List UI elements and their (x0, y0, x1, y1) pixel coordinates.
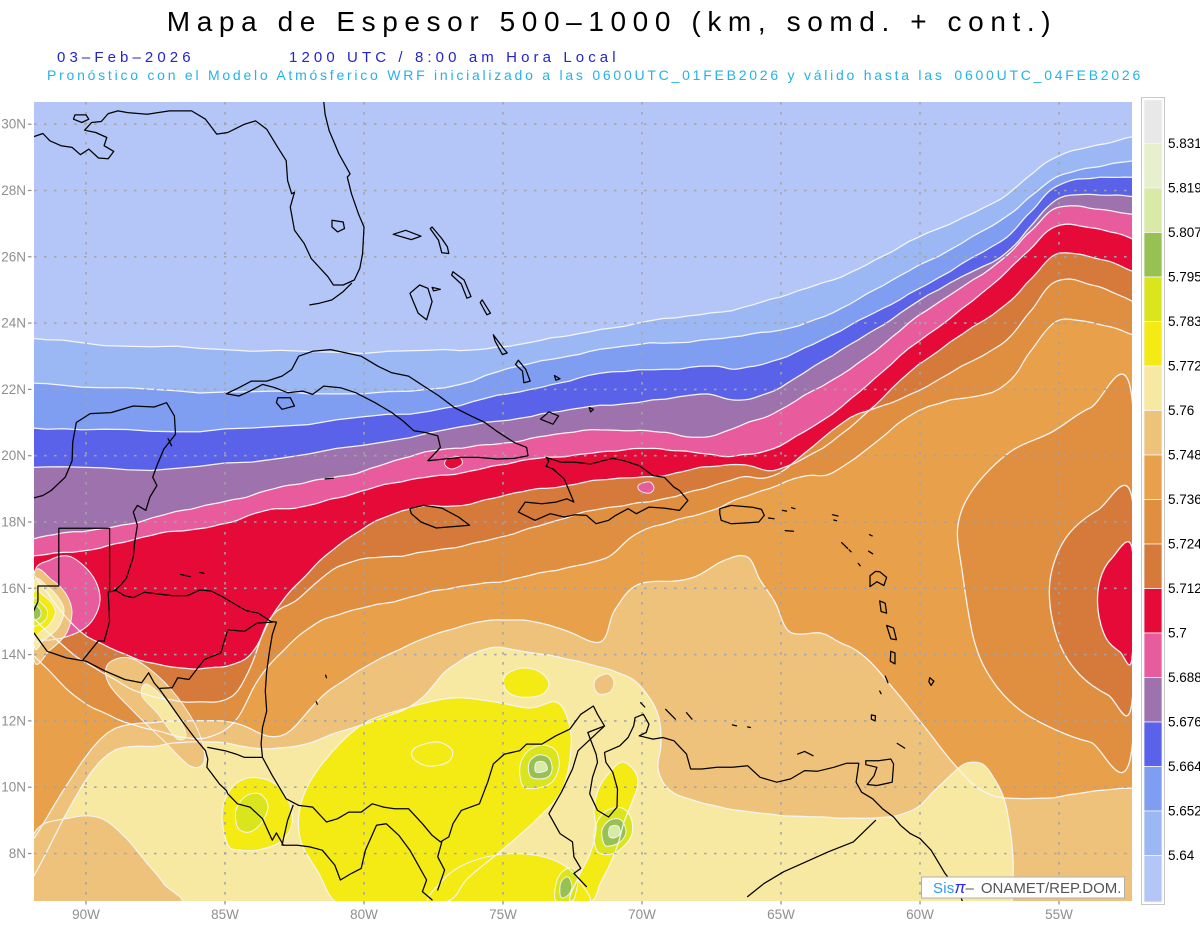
svg-text:Mapa de Espesor 500–1000 (km,: Mapa de Espesor 500–1000 (km, somd. + co… (167, 6, 1057, 37)
svg-text:0600UTC_04FEB2026: 0600UTC_04FEB2026 (954, 67, 1143, 83)
svg-text:8N: 8N (9, 846, 26, 861)
svg-text:5.664: 5.664 (1168, 759, 1200, 774)
svg-text:70W: 70W (628, 907, 656, 922)
svg-text:22N: 22N (1, 382, 26, 397)
svg-text:Pronóstico con el Modelo Atmós: Pronóstico con el Modelo Atmósferico WRF… (47, 67, 945, 83)
svg-text:18N: 18N (1, 515, 26, 530)
svg-text:5.724: 5.724 (1168, 537, 1200, 552)
svg-text:80W: 80W (350, 907, 378, 922)
svg-text:5.795: 5.795 (1168, 270, 1200, 285)
svg-text:5.676: 5.676 (1168, 715, 1200, 730)
svg-text:14N: 14N (1, 647, 26, 662)
svg-text:85W: 85W (211, 907, 239, 922)
svg-text:5.807: 5.807 (1168, 225, 1200, 240)
svg-text:65W: 65W (767, 907, 795, 922)
svg-text:10N: 10N (1, 780, 26, 795)
svg-text:60W: 60W (906, 907, 934, 922)
svg-text:03–Feb–2026: 03–Feb–2026 (57, 49, 195, 66)
svg-text:5.76: 5.76 (1168, 403, 1194, 418)
svg-text:5.7: 5.7 (1168, 626, 1187, 641)
svg-text:5.688: 5.688 (1168, 670, 1200, 685)
svg-text:26N: 26N (1, 249, 26, 264)
svg-text:5.819: 5.819 (1168, 181, 1200, 196)
svg-text:5.736: 5.736 (1168, 492, 1200, 507)
svg-text:55W: 55W (1045, 907, 1073, 922)
svg-text:75W: 75W (489, 907, 517, 922)
svg-text:5.783: 5.783 (1168, 314, 1200, 329)
svg-text:Sisπ–ONAMET/REP.DOM.: Sisπ– ONAMET/REP.DOM. (933, 879, 1121, 897)
svg-text:24N: 24N (1, 316, 26, 331)
svg-text:5.712: 5.712 (1168, 581, 1200, 596)
svg-text:5.831: 5.831 (1168, 136, 1200, 151)
svg-text:20N: 20N (1, 448, 26, 463)
svg-text:90W: 90W (72, 907, 100, 922)
svg-text:5.64: 5.64 (1168, 848, 1195, 863)
svg-text:5.772: 5.772 (1168, 359, 1200, 374)
svg-text:28N: 28N (1, 183, 26, 198)
svg-text:5.652: 5.652 (1168, 804, 1200, 819)
svg-text:1200 UTC / 8:00 am Hora Local: 1200 UTC / 8:00 am Hora Local (289, 49, 620, 66)
svg-text:5.748: 5.748 (1168, 448, 1200, 463)
svg-text:16N: 16N (1, 581, 26, 596)
svg-text:12N: 12N (1, 713, 26, 728)
svg-text:30N: 30N (1, 117, 26, 132)
